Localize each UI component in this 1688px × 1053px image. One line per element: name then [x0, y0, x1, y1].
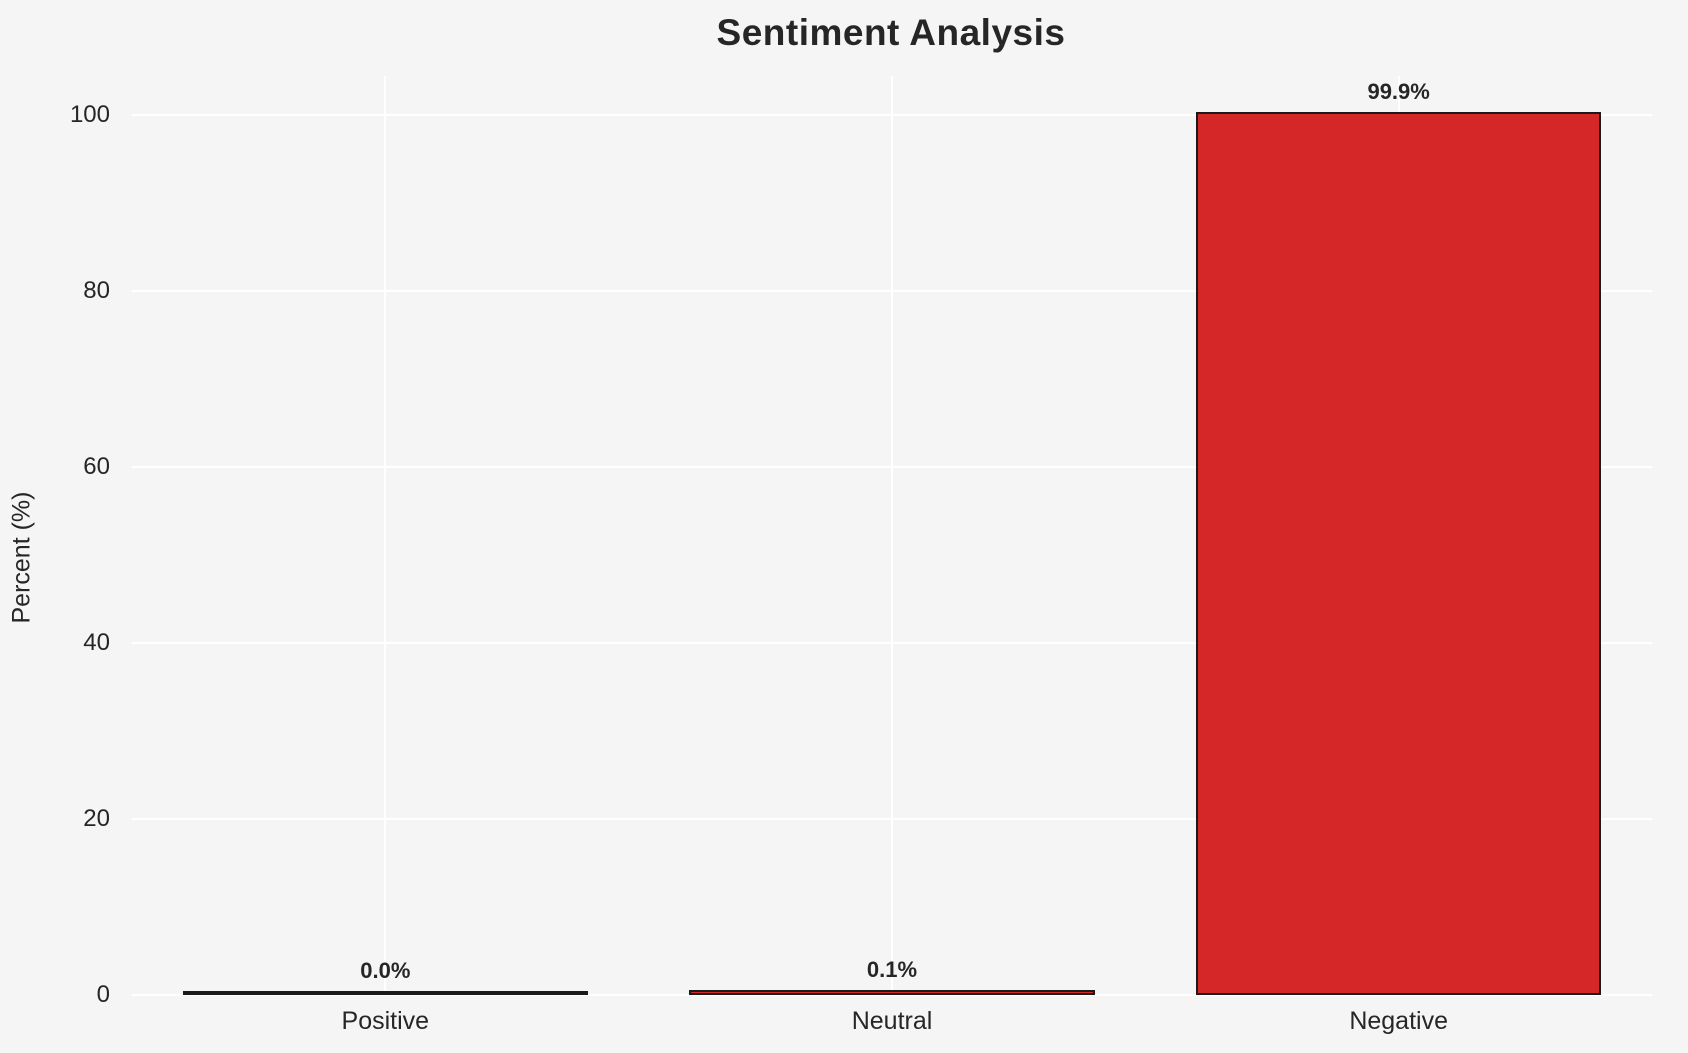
gridline-v-neutral: [891, 76, 893, 995]
bar-value-label-positive: 0.0%: [360, 958, 411, 983]
ytick-label-60: 60: [83, 453, 110, 480]
bar-value-label-negative: 99.9%: [1367, 78, 1430, 104]
ytick-label-80: 80: [83, 277, 110, 304]
xtick-label-positive: Positive: [341, 1007, 430, 1035]
ytick-label-20: 20: [83, 805, 110, 832]
ytick-label-0: 0: [96, 981, 110, 1008]
bar-value-label-neutral: 0.1%: [866, 957, 918, 983]
xtick-label-neutral: Neutral: [851, 1007, 933, 1035]
xtick-label-negative: Negative: [1349, 1007, 1448, 1035]
ytick-label-40: 40: [83, 629, 110, 656]
bar-neutral: [689, 990, 1095, 995]
bar-positive: [182, 991, 588, 995]
gridline-v-positive: [384, 76, 387, 995]
bar-negative: [1196, 111, 1602, 995]
gridline-h-0: [132, 994, 1652, 996]
chart-title: Sentiment Analysis: [716, 12, 1066, 53]
ytick-label-100: 100: [69, 101, 110, 128]
